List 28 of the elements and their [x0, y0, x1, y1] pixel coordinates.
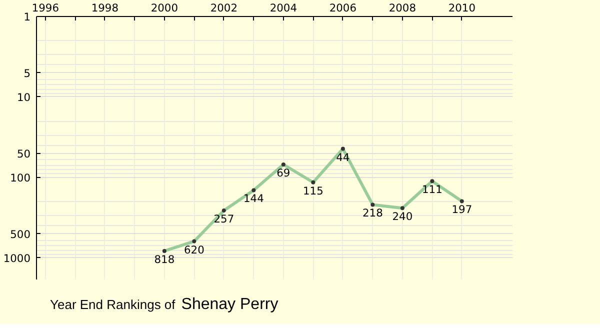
x-tick-label: 1996: [32, 2, 60, 14]
data-label: 620: [184, 243, 205, 256]
x-tick-label: 2010: [448, 2, 476, 14]
data-label: 197: [452, 203, 472, 216]
y-tick-label: 100: [10, 171, 31, 184]
y-tick-label: 5: [24, 66, 30, 80]
y-tick-label: 50: [16, 147, 31, 160]
y-tick-label: 1: [24, 10, 30, 24]
text: Year End Rankings of: [50, 297, 176, 312]
data-label: 111: [422, 183, 442, 196]
data-label: 115: [303, 184, 324, 198]
x-tick-label: 2006: [329, 2, 357, 14]
y-tick-label: 1000: [3, 252, 31, 265]
x-tick-label: 2004: [270, 2, 298, 14]
data-label: 144: [244, 192, 264, 206]
data-label: 218: [362, 206, 384, 220]
data-label: 240: [392, 210, 413, 224]
data-label: 818: [154, 252, 175, 266]
x-tick-label: 1998: [91, 2, 119, 14]
data-label: 69: [276, 166, 290, 180]
y-tick-label: 10: [16, 91, 31, 104]
x-tick-label: 2008: [388, 2, 416, 14]
data-label: 257: [214, 212, 234, 226]
x-tick-label: 2000: [150, 2, 178, 14]
x-tick-label: 2002: [210, 2, 238, 14]
data-label: 44: [336, 150, 350, 164]
y-tick-label: 500: [10, 228, 31, 241]
text: Shenay Perry: [181, 296, 278, 313]
